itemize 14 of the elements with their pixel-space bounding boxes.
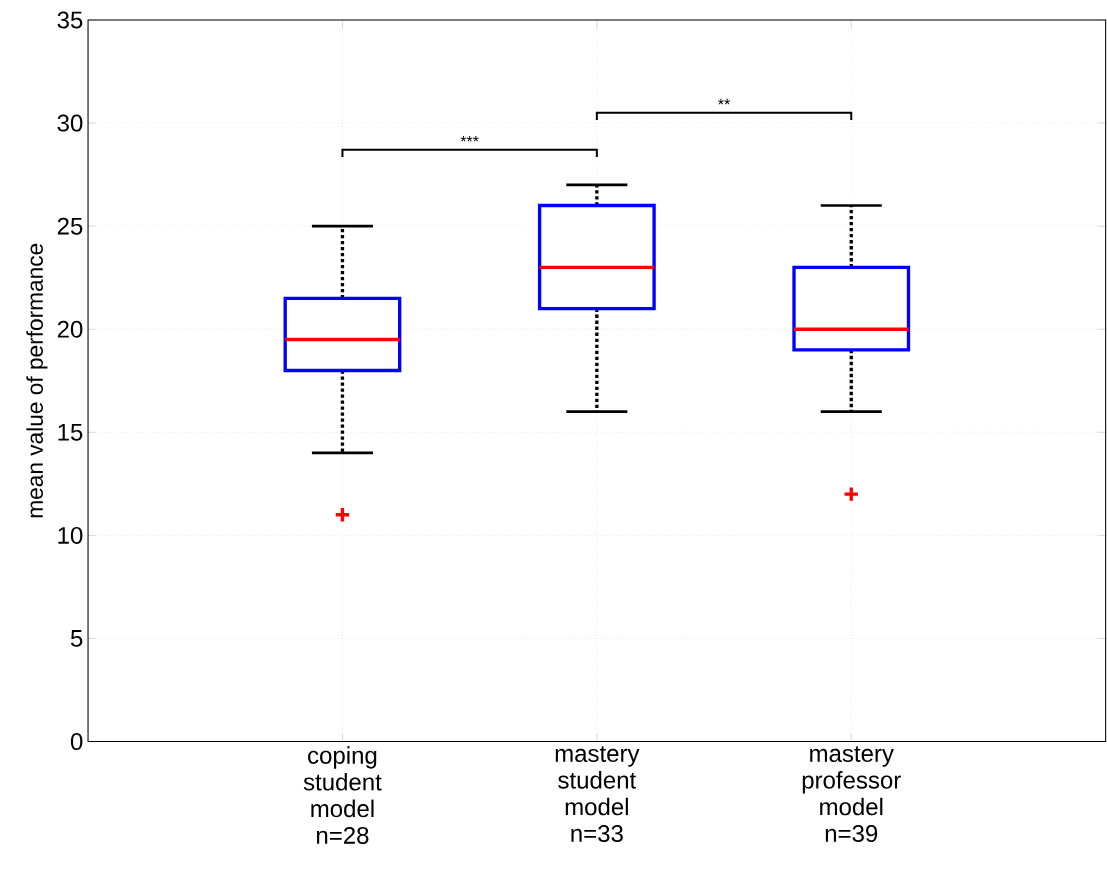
y-tick-label: 0 — [70, 733, 83, 751]
x-tick-label: mastery student model n=33 — [555, 746, 640, 843]
x-tick-label: mastery professor model n=39 — [802, 746, 901, 843]
annotation: ** — [718, 99, 731, 105]
y-tick-label: 35 — [57, 11, 83, 29]
y-tick-label: 25 — [57, 217, 83, 235]
annotation: *** — [460, 136, 479, 142]
x-tick-label: coping student model n=28 — [303, 746, 382, 845]
y-tick-label: 30 — [57, 114, 83, 132]
y-tick-label: 10 — [58, 527, 83, 545]
y-axis-title: mean value of performance — [26, 244, 48, 518]
y-tick-label: 20 — [57, 320, 83, 338]
y-tick-label: 15 — [58, 424, 83, 441]
y-tick-label: 5 — [70, 630, 83, 648]
